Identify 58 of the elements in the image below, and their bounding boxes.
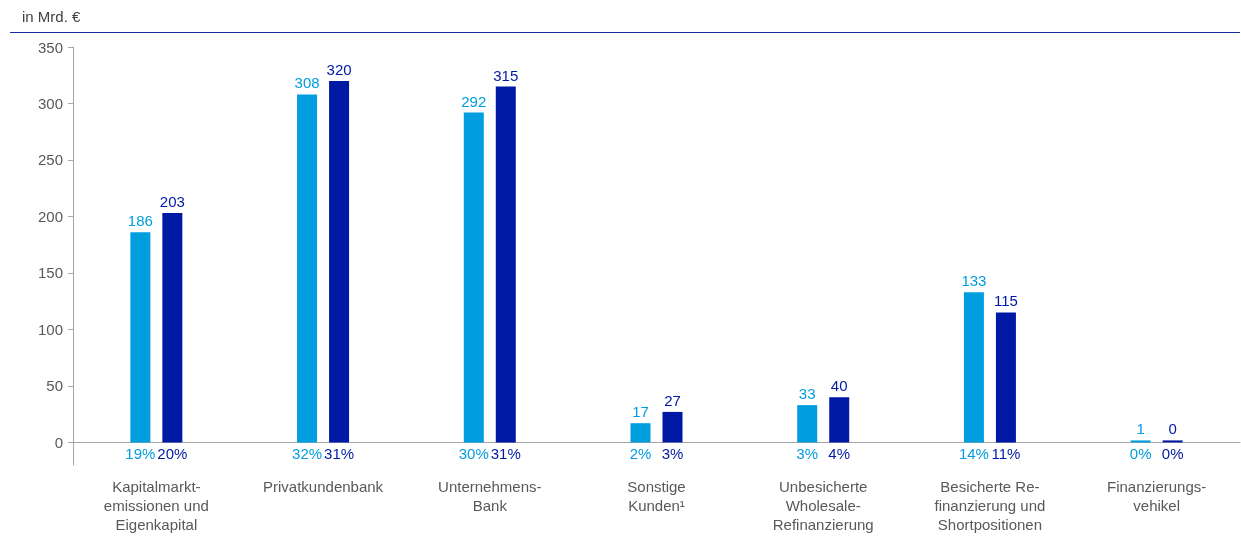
y-tick-label: 0 [54,433,63,451]
data-label: 315 [493,66,519,84]
annotation: 14% [958,445,989,463]
bar [495,86,516,443]
bar [162,213,183,443]
data-label: 186 [127,212,153,230]
annotation: 3% [796,445,819,463]
bar [1130,440,1151,443]
bar [662,411,683,443]
bar [130,232,151,443]
annotation: 0% [1129,445,1152,463]
data-label: 203 [159,193,185,211]
data-label: 133 [961,272,987,290]
y-tick-label: 150 [37,264,63,282]
x-tick-label: Unternehmens- Bank [438,478,542,514]
bar [1162,440,1183,443]
x-tick-label: Kapitalmarkt- emissionen und Eigenkapital [103,478,209,533]
x-tick-label: Unbesicherte Wholesale- Refinanzierung [772,478,874,533]
y-tick-label: 50 [46,377,63,395]
bar [329,80,350,443]
data-label: 308 [294,74,320,92]
annotation: 20% [157,445,188,463]
y-tick-label: 250 [37,151,63,169]
x-tick-label: Sonstige Kunden¹ [627,478,686,514]
bar [829,397,850,443]
data-label: 17 [632,403,649,421]
x-tick-label: Besicherte Re- finanzierung und Shortpositionen [934,478,1046,533]
bar [995,312,1016,443]
x-tick-label: Finanzierungs- vehikel [1107,478,1207,514]
data-label: 292 [461,92,487,110]
data-label: 27 [664,391,681,409]
annotation: 11% [991,445,1021,463]
annotation: 31% [324,445,355,463]
y-tick-label: 100 [37,320,63,338]
annotation: 31% [490,445,521,463]
bar [297,94,318,443]
y-tick-label: 200 [37,207,63,225]
data-label: 40 [830,377,848,395]
bar [463,112,484,443]
bar [797,405,818,443]
data-label: 33 [798,385,816,403]
annotation: 3% [661,445,684,463]
annotation: 2% [629,445,652,463]
annotation: 30% [458,445,489,463]
bar [630,423,651,443]
x-tick-label: Privatkundenbank [263,478,384,495]
y-tick-label: 350 [37,38,63,56]
data-label: 320 [326,60,352,78]
annotation: 19% [125,445,156,463]
data-label: 1 [1136,420,1145,438]
bar [963,292,984,443]
data-label: 0 [1168,420,1177,438]
annotation: 4% [828,445,851,463]
annotation: 0% [1161,445,1184,463]
data-label: 115 [993,292,1018,310]
annotation: 32% [292,445,323,463]
y-axis-title: in Mrd. € [22,8,82,25]
y-tick-label: 300 [37,94,63,112]
